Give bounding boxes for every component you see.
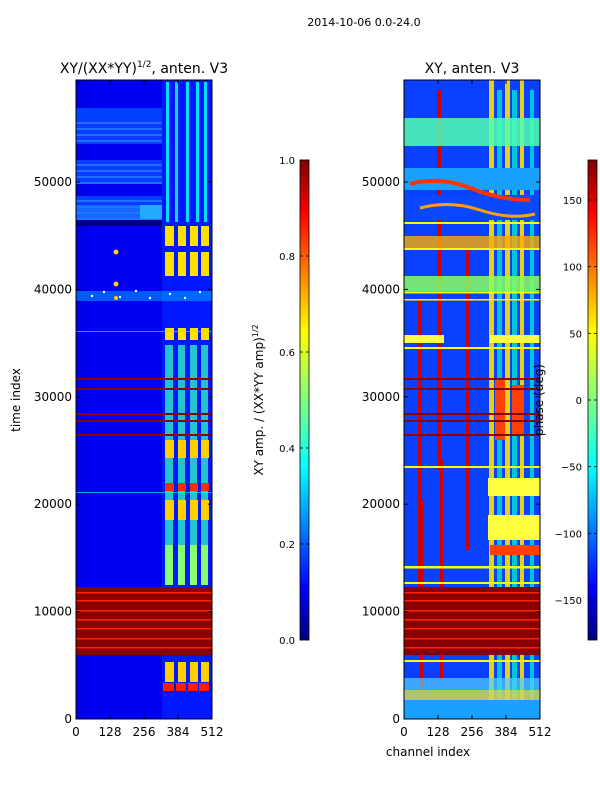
amplitude-x-axis: 0 128 256 384 512: [72, 80, 223, 739]
amplitude-colorbar-tick-label: 0.8: [279, 252, 295, 263]
amplitude-panel-title: XY/(XX*YY)1/2, anten. V3: [60, 60, 228, 77]
phase-colorbar-tick-label: 50: [569, 329, 582, 340]
amplitude-y-tick-label: 30000: [34, 390, 72, 404]
phase-heatmap: [404, 80, 540, 719]
amplitude-colorbar-tick-label: 0.4: [279, 444, 295, 455]
phase-panel: XY, anten. V3: [362, 61, 552, 739]
phase-x-tick-label: 512: [529, 725, 552, 739]
phase-colorbar-label: phase (deg): [532, 364, 546, 436]
amplitude-y-tick-label: 20000: [34, 497, 72, 511]
phase-x-tick-label: 128: [427, 725, 450, 739]
x-axis-label: channel index: [386, 745, 470, 759]
amplitude-y-tick-label: 50000: [34, 175, 72, 189]
phase-colorbar-tick-label: 100: [563, 263, 582, 274]
amplitude-y-tick-label: 40000: [34, 282, 72, 296]
amplitude-colorbar-label: XY amp. / (XX*YY amp)1/2: [251, 324, 266, 475]
phase-x-axis: 0 128 256 384 512: [400, 80, 551, 739]
phase-y-axis: 0 10000 20000 30000 40000 50000: [362, 175, 540, 726]
phase-y-tick-label: 10000: [362, 605, 400, 619]
amplitude-x-tick-label: 512: [201, 725, 224, 739]
amplitude-x-tick-label: 0: [72, 725, 80, 739]
phase-x-tick-label: 384: [495, 725, 518, 739]
phase-y-tick-label: 20000: [362, 497, 400, 511]
amplitude-y-tick-label: 10000: [34, 605, 72, 619]
amplitude-colorbar-tick-label: 0.2: [279, 540, 295, 551]
amplitude-y-axis: 0 10000 20000 30000 40000 50000: [34, 175, 212, 726]
phase-panel-title: XY, anten. V3: [425, 61, 520, 77]
phase-colorbar: phase (deg) −150 −100 −50 0 50 100 150: [532, 159, 598, 641]
amplitude-panel: XY/(XX*YY)1/2, anten. V3: [34, 60, 228, 739]
y-axis-label: time index: [9, 368, 23, 432]
figure-suptitle: 2014-10-06 0.0-24.0: [307, 16, 420, 29]
phase-x-tick-label: 256: [461, 725, 484, 739]
phase-y-tick-label: 0: [392, 712, 400, 726]
amplitude-colorbar-tick-label: 0.6: [279, 348, 295, 359]
phase-y-tick-label: 40000: [362, 282, 400, 296]
phase-colorbar-tick-label: −150: [555, 596, 582, 607]
amplitude-x-tick-label: 384: [167, 725, 190, 739]
amplitude-colorbar-tick-label: 0.0: [279, 636, 295, 647]
phase-colorbar-tick-label: −50: [561, 463, 582, 474]
amplitude-heatmap: [76, 80, 212, 719]
phase-y-tick-label: 50000: [362, 175, 400, 189]
amplitude-y-tick-label: 0: [64, 712, 72, 726]
phase-colorbar-tick-label: −100: [555, 529, 582, 540]
amplitude-x-tick-label: 256: [133, 725, 156, 739]
amplitude-colorbar-gradient: [299, 159, 310, 641]
phase-colorbar-tick-label: 0: [576, 396, 582, 407]
amplitude-x-tick-label: 128: [99, 725, 122, 739]
amplitude-colorbar: XY amp. / (XX*YY amp)1/2 0.0 0.2 0.4 0.6 0.8…: [251, 156, 310, 647]
amplitude-colorbar-tick-label: 1.0: [279, 156, 295, 167]
phase-x-tick-label: 0: [400, 725, 408, 739]
phase-colorbar-tick-label: 150: [563, 196, 582, 207]
phase-y-tick-label: 30000: [362, 390, 400, 404]
